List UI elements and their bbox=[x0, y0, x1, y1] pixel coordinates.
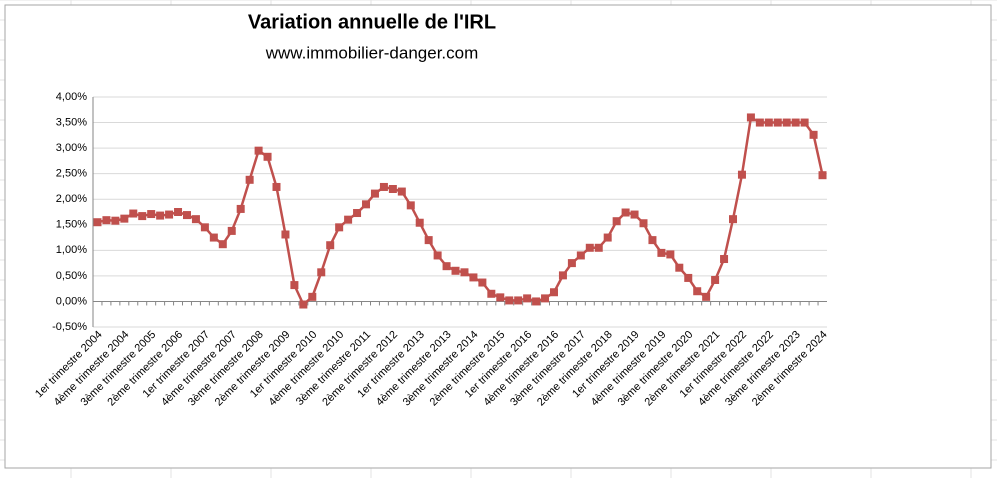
point-marker bbox=[657, 248, 666, 257]
y-tick-label: 4,00% bbox=[56, 91, 87, 103]
point-marker bbox=[594, 243, 603, 252]
point-marker bbox=[621, 208, 630, 217]
y-tick-label: 3,00% bbox=[56, 142, 87, 154]
point-marker bbox=[460, 268, 469, 277]
point-marker bbox=[129, 209, 138, 218]
point-marker bbox=[379, 182, 388, 191]
series-line bbox=[97, 115, 824, 307]
y-tick-label: 1,00% bbox=[56, 244, 87, 256]
point-marker bbox=[541, 294, 550, 303]
point-marker bbox=[451, 266, 460, 275]
point-marker bbox=[191, 215, 200, 224]
point-marker bbox=[585, 243, 594, 252]
point-marker bbox=[424, 236, 433, 245]
point-marker bbox=[755, 118, 764, 127]
y-tick-label: -0,50% bbox=[52, 321, 87, 333]
point-marker bbox=[362, 200, 371, 209]
point-marker bbox=[111, 216, 120, 225]
point-marker bbox=[182, 211, 191, 220]
point-marker bbox=[487, 289, 496, 298]
point-marker bbox=[272, 182, 281, 191]
point-marker bbox=[326, 241, 335, 250]
point-marker bbox=[245, 175, 254, 184]
point-marker bbox=[514, 296, 523, 305]
point-marker bbox=[335, 223, 344, 232]
y-tick-label: 1,50% bbox=[56, 219, 87, 231]
point-marker bbox=[200, 223, 209, 232]
point-marker bbox=[773, 118, 782, 127]
point-marker bbox=[505, 296, 514, 305]
point-marker bbox=[702, 292, 711, 301]
point-marker bbox=[433, 251, 442, 260]
point-marker bbox=[406, 201, 415, 210]
point-marker bbox=[800, 118, 809, 127]
y-tick-label: 2,00% bbox=[56, 193, 87, 205]
point-marker bbox=[415, 218, 424, 227]
point-marker bbox=[469, 273, 478, 282]
y-tick-label: 2,50% bbox=[56, 168, 87, 180]
point-marker bbox=[818, 171, 827, 180]
point-marker bbox=[603, 233, 612, 242]
point-marker bbox=[120, 214, 129, 223]
point-marker bbox=[746, 113, 755, 122]
point-marker bbox=[666, 250, 675, 259]
point-marker bbox=[684, 273, 693, 282]
point-marker bbox=[764, 118, 773, 127]
point-marker bbox=[809, 130, 818, 139]
point-marker bbox=[227, 226, 236, 235]
point-marker bbox=[218, 240, 227, 249]
point-marker bbox=[174, 208, 183, 216]
point-marker bbox=[388, 185, 397, 193]
point-marker bbox=[102, 216, 111, 225]
point-marker bbox=[209, 233, 218, 242]
point-marker bbox=[156, 211, 165, 220]
point-marker bbox=[353, 209, 362, 218]
chart-subtitle: www.immobilier-danger.com bbox=[265, 43, 479, 62]
point-marker bbox=[523, 294, 532, 303]
point-marker bbox=[308, 292, 317, 301]
point-marker bbox=[532, 297, 541, 306]
chart-area bbox=[4, 4, 992, 469]
point-marker bbox=[317, 268, 326, 277]
point-marker bbox=[236, 204, 245, 213]
point-marker bbox=[93, 218, 102, 227]
point-marker bbox=[549, 288, 558, 297]
point-marker bbox=[147, 210, 156, 219]
point-marker bbox=[344, 215, 353, 224]
point-marker bbox=[263, 152, 272, 161]
y-tick-label: 0,50% bbox=[56, 270, 87, 282]
point-marker bbox=[442, 262, 451, 271]
point-marker bbox=[648, 236, 657, 245]
point-marker bbox=[782, 118, 791, 127]
point-marker bbox=[567, 259, 576, 268]
point-marker bbox=[791, 118, 800, 127]
chart-title: Variation annuelle de l'IRL bbox=[248, 11, 496, 33]
point-marker bbox=[370, 189, 379, 198]
point-marker bbox=[639, 219, 648, 228]
point-marker bbox=[254, 146, 263, 155]
point-marker bbox=[496, 293, 505, 302]
point-marker bbox=[281, 230, 290, 239]
point-marker bbox=[165, 210, 174, 219]
y-tick-label: 0,00% bbox=[56, 295, 87, 307]
point-marker bbox=[612, 217, 621, 226]
point-marker bbox=[720, 255, 729, 264]
point-marker bbox=[737, 170, 746, 179]
point-marker bbox=[290, 281, 299, 290]
point-marker bbox=[478, 278, 487, 287]
point-marker bbox=[558, 271, 567, 280]
point-marker bbox=[711, 275, 720, 284]
point-marker bbox=[138, 212, 147, 221]
point-marker bbox=[576, 251, 585, 260]
point-marker bbox=[630, 210, 639, 219]
point-marker bbox=[299, 300, 308, 309]
y-tick-label: 3,50% bbox=[56, 116, 87, 128]
point-marker bbox=[729, 215, 738, 224]
point-marker bbox=[397, 187, 406, 196]
point-marker bbox=[675, 263, 684, 272]
point-marker bbox=[693, 287, 702, 296]
